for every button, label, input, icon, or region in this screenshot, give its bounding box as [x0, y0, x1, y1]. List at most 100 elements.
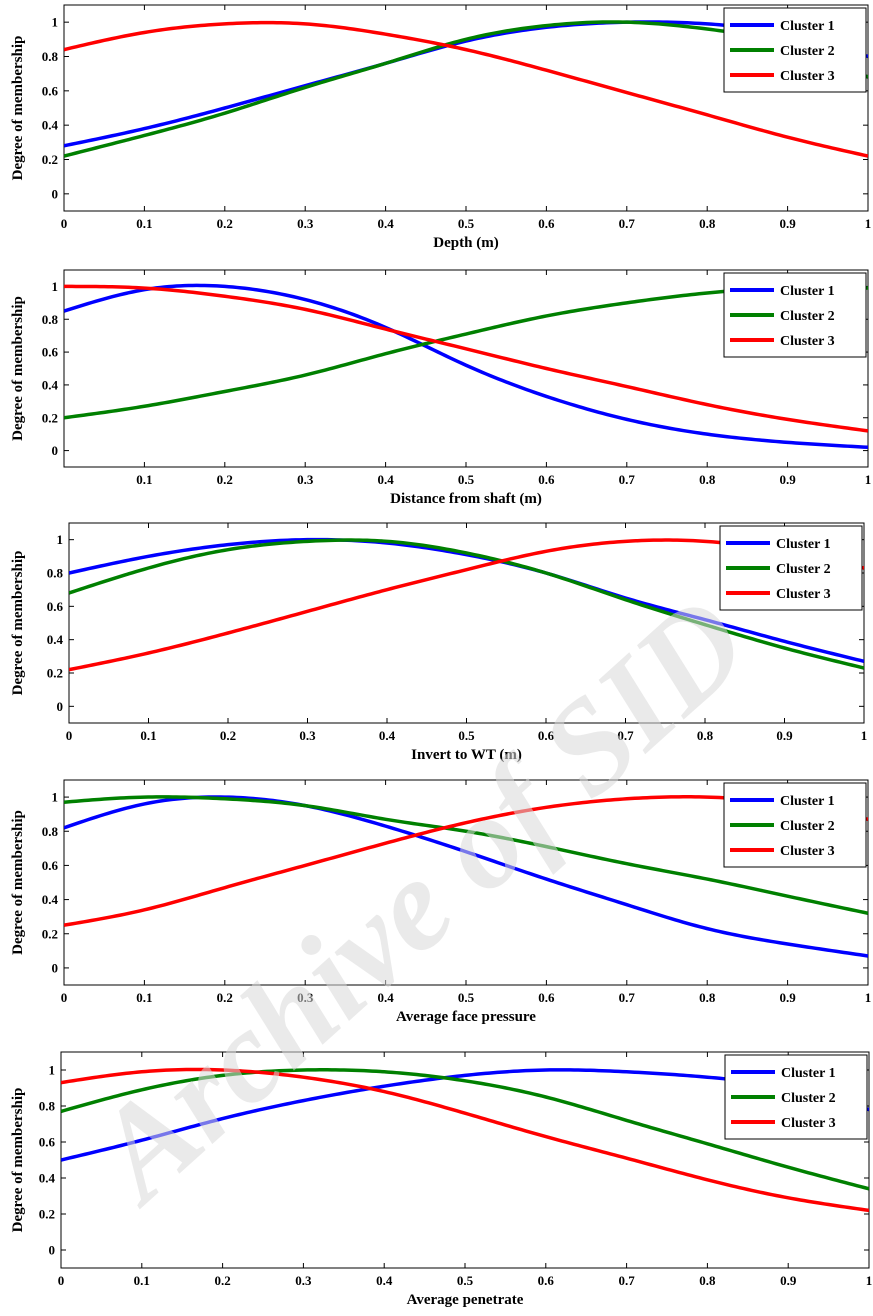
legend-label: Cluster 1 — [781, 1066, 836, 1081]
x-tick-label: 0.6 — [538, 1273, 555, 1288]
x-tick-label: 0.5 — [458, 728, 475, 743]
x-tick-label: 0.6 — [538, 728, 555, 743]
x-tick-label: 1 — [865, 216, 872, 231]
x-tick-label: 0.8 — [699, 216, 716, 231]
legend-label: Cluster 3 — [780, 334, 835, 349]
legend-label: Cluster 2 — [781, 1091, 836, 1106]
series-line — [64, 284, 868, 433]
y-tick-label: 0 — [57, 699, 64, 714]
y-tick-label: 0 — [52, 960, 59, 975]
y-tick-label: 0.4 — [42, 892, 59, 907]
chart-panel: 0.1 0.2 0.3 0.4 0.5 0.6 0.7 0.8 0.9 1 0 0.2 0.4 0.6 0.… — [10, 269, 872, 507]
y-tick-label: 0.2 — [42, 926, 58, 941]
legend-label: Cluster 1 — [776, 537, 831, 552]
series-line — [61, 1068, 869, 1191]
x-tick-label: 0.5 — [458, 472, 475, 487]
y-tick-label: 0.8 — [42, 49, 59, 64]
y-tick-label: 0.2 — [47, 666, 63, 681]
x-axis-label: Depth (m) — [433, 235, 498, 251]
y-tick-label: 0.6 — [42, 858, 59, 873]
legend-label: Cluster 1 — [780, 19, 835, 34]
x-axis-label: Invert to WT (m) — [411, 747, 522, 763]
y-tick-label: 0.4 — [42, 118, 59, 133]
y-tick-label: 0.6 — [47, 599, 64, 614]
y-tick-label: 0.6 — [42, 83, 59, 98]
legend: Cluster 1 Cluster 2 Cluster 3 — [723, 782, 867, 868]
x-tick-label: 0.7 — [618, 1273, 635, 1288]
chart-panel: 0 0.1 0.2 0.3 0.4 0.5 0.6 0.7 0.8 0.9 1 0 0.2 0.4 0.6 0… — [10, 1051, 873, 1308]
x-tick-label: 0.2 — [217, 216, 233, 231]
x-axis-label: Distance from shaft (m) — [390, 491, 542, 507]
series-line — [64, 283, 868, 450]
x-tick-label: 0.2 — [217, 472, 233, 487]
y-tick-label: 1 — [57, 532, 64, 547]
y-tick-label: 0.8 — [47, 566, 64, 581]
x-tick-label: 0.1 — [134, 1273, 150, 1288]
x-tick-label: 0.8 — [699, 1273, 716, 1288]
x-tick-label: 0.6 — [538, 990, 555, 1005]
y-axis-label: Degree of membership — [10, 296, 26, 441]
x-tick-label: 0.7 — [619, 472, 636, 487]
x-tick-label: 0.4 — [377, 216, 394, 231]
legend-label: Cluster 2 — [780, 819, 835, 834]
legend-label: Cluster 3 — [780, 844, 835, 859]
y-tick-label: 0.8 — [42, 824, 59, 839]
y-axis-label: Degree of membership — [10, 1088, 26, 1233]
x-tick-label: 0.4 — [377, 472, 394, 487]
legend: Cluster 1 Cluster 2 Cluster 3 — [724, 1054, 868, 1140]
y-tick-label: 0 — [49, 1243, 56, 1258]
x-tick-label: 0.9 — [776, 728, 793, 743]
y-tick-label: 0 — [52, 186, 59, 201]
y-tick-label: 0.2 — [42, 410, 58, 425]
x-tick-label: 0.5 — [458, 216, 475, 231]
x-tick-label: 0.3 — [297, 990, 314, 1005]
x-tick-label: 0.9 — [780, 1273, 797, 1288]
y-tick-label: 0 — [52, 443, 59, 458]
x-tick-label: 0.2 — [217, 990, 233, 1005]
y-tick-label: 0.2 — [39, 1207, 55, 1222]
legend: Cluster 1 Cluster 2 Cluster 3 — [723, 7, 867, 93]
x-tick-label: 0.3 — [299, 728, 316, 743]
legend: Cluster 1 Cluster 2 Cluster 3 — [719, 525, 863, 611]
chart-panel: 0 0.1 0.2 0.3 0.4 0.5 0.6 0.7 0.8 0.9 1 0 0.2 0.4 0.6 0… — [10, 4, 872, 251]
series-line — [69, 538, 864, 670]
x-axis-label: Average face pressure — [396, 1009, 536, 1025]
x-tick-label: 1 — [865, 990, 872, 1005]
x-tick-label: 0.1 — [136, 472, 152, 487]
y-tick-label: 1 — [49, 1063, 56, 1078]
x-tick-label: 0.5 — [457, 1273, 474, 1288]
x-tick-label: 0.3 — [297, 472, 314, 487]
legend-label: Cluster 2 — [780, 309, 835, 324]
x-tick-label: 0.8 — [699, 990, 716, 1005]
x-tick-label: 0.6 — [538, 216, 555, 231]
y-tick-label: 0.2 — [42, 152, 58, 167]
x-tick-label: 1 — [865, 472, 872, 487]
x-tick-label: 0.7 — [619, 990, 636, 1005]
y-axis-label: Degree of membership — [10, 810, 26, 955]
legend-label: Cluster 3 — [780, 69, 835, 84]
x-tick-label: 0 — [61, 990, 68, 1005]
legend-label: Cluster 1 — [780, 284, 835, 299]
x-tick-label: 1 — [861, 728, 868, 743]
x-tick-label: 0.1 — [140, 728, 156, 743]
y-tick-label: 0.8 — [39, 1099, 56, 1114]
y-tick-label: 0.4 — [42, 377, 59, 392]
x-tick-label: 1 — [866, 1273, 873, 1288]
y-tick-label: 1 — [52, 790, 59, 805]
x-tick-label: 0.7 — [619, 216, 636, 231]
y-tick-label: 0.4 — [47, 632, 64, 647]
legend: Cluster 1 Cluster 2 Cluster 3 — [723, 272, 867, 358]
chart-panel: 0 0.1 0.2 0.3 0.4 0.5 0.6 0.7 0.8 0.9 1 0 0.2 0.4 0.6 0… — [10, 779, 872, 1025]
x-tick-label: 0.9 — [779, 472, 796, 487]
x-tick-label: 0.1 — [136, 990, 152, 1005]
x-tick-label: 0.8 — [699, 472, 716, 487]
x-tick-label: 0.4 — [379, 728, 396, 743]
x-tick-label: 0.6 — [538, 472, 555, 487]
y-tick-label: 0.6 — [42, 345, 59, 360]
x-tick-label: 0.8 — [697, 728, 714, 743]
x-tick-label: 0.2 — [214, 1273, 230, 1288]
y-tick-label: 0.8 — [42, 312, 59, 327]
x-tick-label: 0.3 — [297, 216, 314, 231]
x-tick-label: 0.9 — [779, 990, 796, 1005]
x-tick-label: 0.7 — [617, 728, 634, 743]
